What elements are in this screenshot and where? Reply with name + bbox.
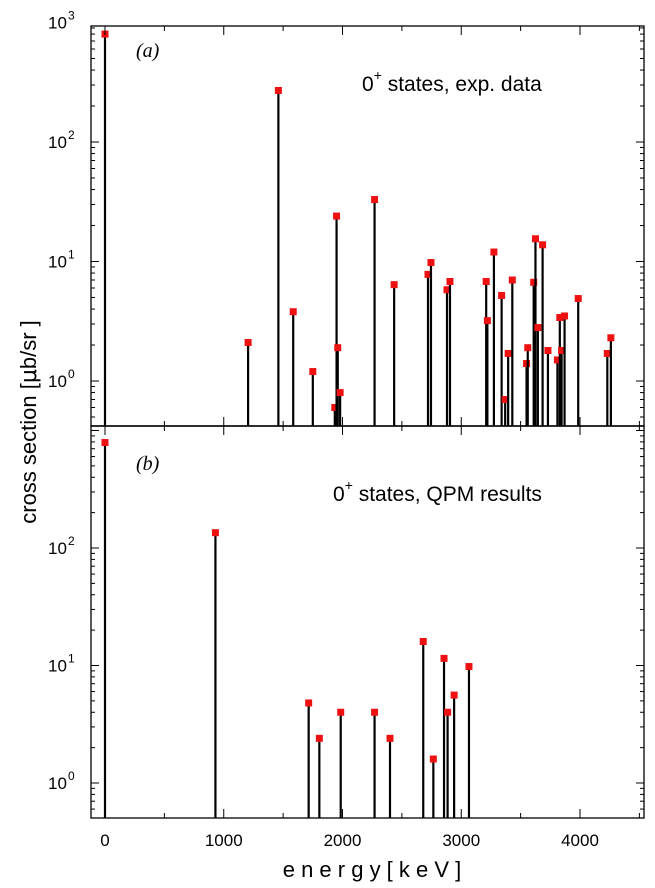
marker-a-12: [427, 259, 435, 267]
y-tick-exp: 2: [68, 534, 75, 548]
marker-a-10: [390, 281, 398, 289]
panel-b-title-main: 0: [333, 483, 345, 506]
panel-a-title-sup: +: [374, 67, 382, 83]
panel-a-title-rest: states, exp. data: [382, 73, 542, 96]
y-tick-exp: 1: [68, 652, 75, 666]
y-tick-base: 10: [48, 372, 67, 391]
marker-a-5: [331, 404, 339, 412]
marker-a-19: [501, 396, 509, 404]
marker-b-3: [315, 734, 323, 742]
y-tick-exp: 2: [68, 128, 75, 142]
marker-b-9: [440, 654, 448, 662]
y-tick-label-a-0: 10 0: [48, 367, 75, 391]
marker-a-1: [244, 338, 252, 346]
marker-b-4: [337, 708, 345, 716]
marker-a-9: [371, 196, 379, 204]
y-tick-exp: 1: [68, 248, 75, 262]
panel-b-title-sup: +: [345, 477, 353, 493]
y-tick-label-a-1: 10 1: [48, 248, 75, 272]
y-tick-label-b-1: 10 1: [48, 652, 75, 676]
marker-b-6: [386, 734, 394, 742]
panel-a-x-ticks: [104, 26, 640, 426]
marker-a-3: [289, 308, 297, 316]
marker-a-23: [524, 344, 532, 352]
x-tick-label-4: 4000: [561, 831, 599, 850]
marker-a-29: [553, 356, 561, 364]
panel-b-marks: [101, 439, 473, 818]
y-tick-label-a-2: 10 2: [48, 128, 75, 152]
marker-b-1: [211, 529, 219, 537]
marker-a-28: [544, 346, 552, 354]
marker-a-32: [561, 312, 569, 320]
marker-a-24: [530, 278, 538, 286]
panel-a-title: 0+ states, exp. data: [362, 67, 542, 96]
marker-b-0: [101, 439, 109, 447]
marker-a-16: [483, 317, 491, 325]
marker-a-4: [309, 368, 317, 376]
marker-a-31: [558, 346, 566, 354]
marker-a-8: [336, 389, 344, 397]
marker-a-7: [334, 344, 342, 352]
y-axis-label: cross section [μb/sr ]: [16, 320, 42, 524]
x-tick-label-3: 3000: [442, 831, 480, 850]
marker-b-12: [465, 663, 473, 671]
marker-a-15: [482, 278, 490, 286]
y-axis-label-post: b/sr ]: [16, 320, 41, 369]
marker-a-22: [523, 360, 531, 368]
marker-a-21: [508, 276, 516, 284]
y-tick-base: 10: [48, 539, 67, 558]
panel-b-title-rest: states, QPM results: [353, 483, 542, 506]
y-tick-base: 10: [48, 253, 67, 272]
y-tick-label-b-0: 10 0: [48, 769, 75, 793]
marker-a-20: [504, 349, 512, 357]
marker-a-14: [446, 278, 454, 286]
x-axis-label: e n e r g y [ k e V ]: [283, 857, 462, 882]
y-tick-base: 10: [48, 14, 67, 33]
marker-a-27: [539, 241, 547, 249]
marker-a-18: [498, 291, 506, 299]
marker-a-34: [603, 349, 611, 357]
y-tick-base: 10: [48, 133, 67, 152]
panel-b-title: 0+ states, QPM results: [333, 477, 542, 506]
x-tick-label-0: 0: [100, 831, 109, 850]
y-tick-label-b-2: 10 2: [48, 534, 75, 558]
marker-a-17: [490, 248, 498, 256]
marker-a-35: [607, 334, 615, 342]
panel-a-tag: (a): [136, 40, 160, 62]
marker-a-11: [424, 270, 432, 278]
marker-a-25: [531, 235, 539, 243]
marker-b-11: [450, 691, 458, 699]
y-tick-exp: 0: [68, 769, 75, 783]
y-axis-label-pre: cross section [: [16, 383, 41, 524]
marker-a-13: [443, 286, 451, 294]
x-tick-label-1: 1000: [205, 831, 243, 850]
y-tick-base: 10: [48, 774, 67, 793]
y-axis-label-mu: μ: [17, 369, 42, 383]
y-tick-exp: 3: [68, 9, 75, 23]
marker-b-7: [419, 638, 427, 646]
panel-a-marks: [101, 30, 615, 426]
marker-b-8: [429, 755, 437, 763]
panel-b-tag: (b): [136, 453, 160, 475]
y-tick-exp: 0: [68, 367, 75, 381]
panel-a-title-main: 0: [362, 73, 374, 96]
y-tick-base: 10: [48, 657, 67, 676]
marker-b-5: [371, 708, 379, 716]
marker-a-26: [534, 324, 542, 332]
marker-a-6: [333, 212, 341, 220]
y-tick-label-a-3: 10 3: [48, 9, 75, 33]
marker-b-10: [444, 708, 452, 716]
panel-b-x-axis: 0 1000 2000 3000 4000: [100, 426, 640, 850]
marker-a-30: [556, 313, 564, 321]
x-tick-label-2: 2000: [324, 831, 362, 850]
marker-a-2: [274, 86, 282, 94]
marker-a-33: [574, 295, 582, 303]
marker-b-2: [305, 699, 313, 707]
